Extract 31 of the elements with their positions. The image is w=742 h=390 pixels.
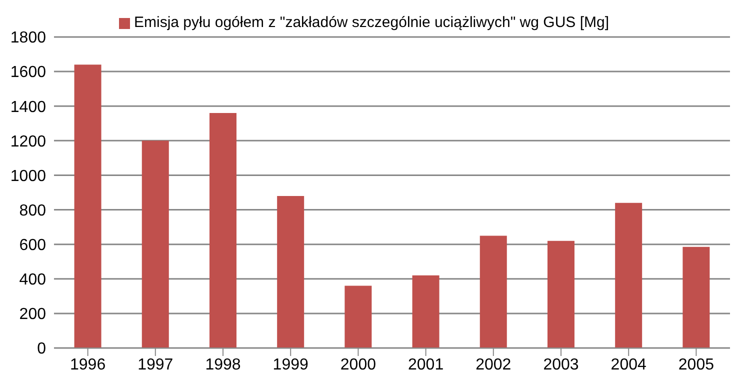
bar [682, 246, 710, 348]
y-tick-label: 800 [19, 202, 46, 220]
x-tick-label: 1998 [205, 356, 241, 374]
x-tick-label: 2002 [476, 356, 512, 374]
y-tick-label: 1200 [10, 133, 46, 150]
y-tick-label: 1000 [10, 168, 46, 185]
bar [142, 140, 169, 348]
x-tick-label: 2005 [678, 356, 714, 374]
bar [480, 236, 507, 348]
bar [209, 113, 236, 348]
bar [277, 196, 304, 348]
bar [412, 275, 440, 348]
bar [344, 286, 372, 348]
x-tick-label: 2004 [610, 356, 646, 374]
x-tick-label: 1996 [70, 356, 106, 374]
x-tick-label: 2000 [340, 356, 376, 374]
bar [547, 240, 574, 348]
y-tick-label: 1600 [10, 64, 46, 82]
x-tick-label: 1999 [272, 356, 308, 374]
y-tick-label: 200 [19, 306, 46, 324]
x-tick-label: 1997 [138, 356, 174, 374]
x-tick-label: 2003 [543, 356, 579, 374]
y-tick-label: 0 [37, 340, 46, 358]
y-tick-label: 600 [19, 237, 46, 254]
y-tick-label: 400 [19, 272, 46, 289]
bar [615, 202, 642, 348]
legend-label: Emisja pyłu ogółem z "zakładów szczególnie uciążliwych" wg GUS [Mg] [134, 14, 609, 31]
y-tick-label: 1800 [10, 30, 46, 47]
x-tick-label: 2001 [408, 356, 444, 374]
y-tick-label: 1400 [10, 98, 46, 116]
bar [74, 64, 102, 348]
